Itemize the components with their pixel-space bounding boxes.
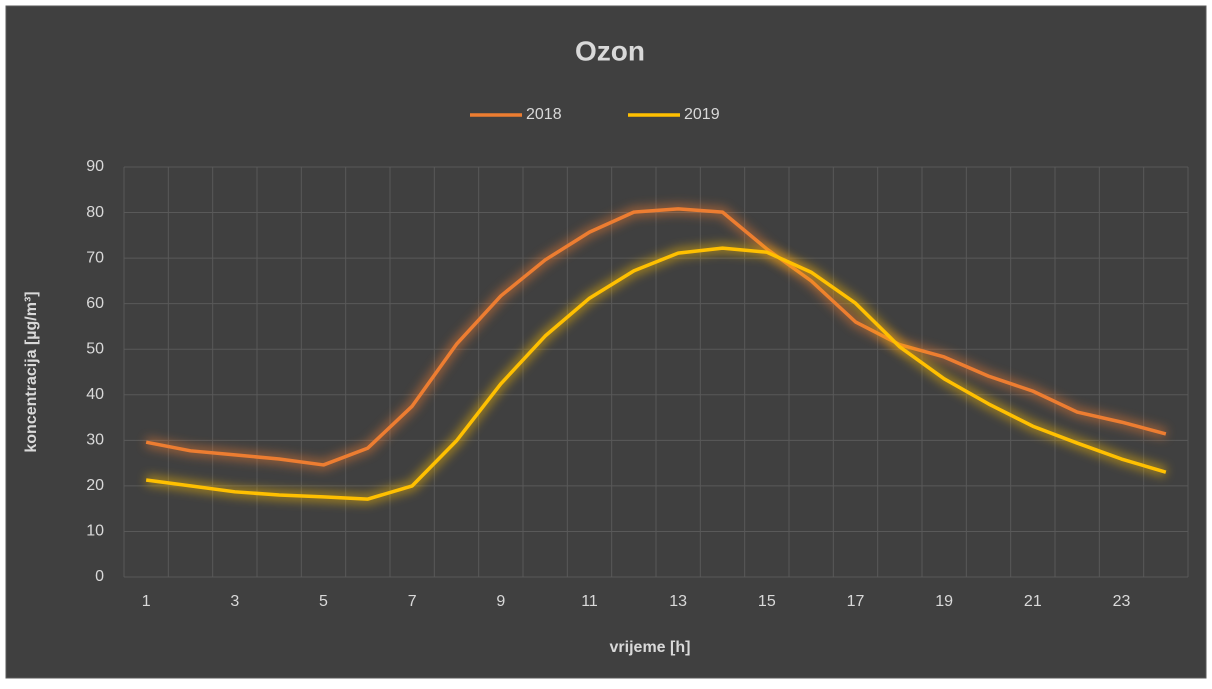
y-tick-label: 10 — [86, 523, 104, 540]
x-tick-label: 19 — [935, 593, 953, 610]
x-tick-label: 23 — [1113, 593, 1131, 610]
x-tick-label: 1 — [142, 593, 151, 610]
series-line — [145, 207, 1167, 467]
x-tick-label: 7 — [408, 593, 417, 610]
y-tick-label: 30 — [86, 432, 104, 449]
x-tick-label: 13 — [669, 593, 687, 610]
legend-label: 2018 — [526, 106, 562, 123]
y-axis-label: koncentracija [µg/m³] — [23, 291, 40, 452]
x-tick-label: 11 — [581, 593, 598, 610]
y-tick-label: 50 — [86, 340, 104, 357]
x-axis-label: vrijeme [h] — [610, 639, 691, 656]
series-line — [145, 246, 1167, 501]
y-tick-label: 40 — [86, 386, 104, 403]
y-tick-label: 70 — [86, 249, 104, 266]
y-tick-label: 20 — [86, 477, 104, 494]
y-tick-label: 60 — [86, 295, 104, 312]
x-tick-label: 9 — [496, 593, 505, 610]
chart-background — [5, 5, 1207, 679]
x-tick-label: 5 — [319, 593, 328, 610]
x-tick-label: 15 — [758, 593, 776, 610]
chart-title: Ozon — [575, 35, 645, 66]
x-tick-label: 21 — [1024, 593, 1042, 610]
y-tick-label: 80 — [86, 204, 104, 221]
x-tick-label: 3 — [230, 593, 239, 610]
x-tick-label: 17 — [847, 593, 865, 610]
y-tick-label: 0 — [95, 568, 104, 585]
legend-label: 2019 — [684, 106, 720, 123]
y-tick-label: 90 — [86, 158, 104, 175]
